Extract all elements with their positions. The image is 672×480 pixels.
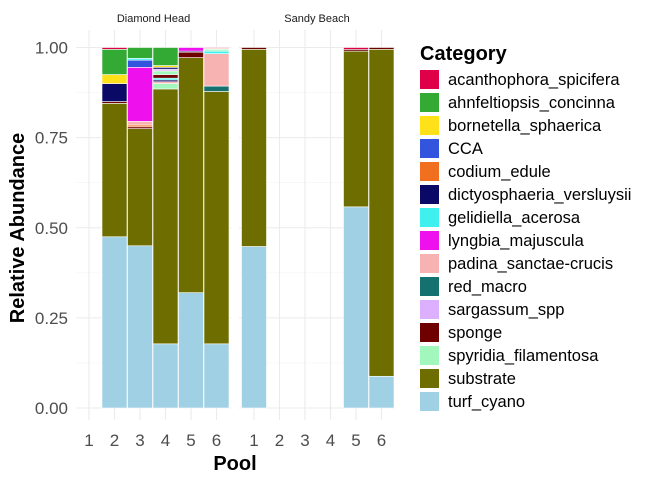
x-tick-label: 6 bbox=[212, 431, 221, 450]
x-tick-label: 6 bbox=[377, 431, 386, 450]
legend: Category acanthophora_spicifera ahnfeltio… bbox=[420, 43, 631, 411]
legend-entry-label: sargassum_spp bbox=[448, 301, 564, 319]
x-tick-label: 2 bbox=[275, 431, 284, 450]
legend-entry-label: lyngbia_majuscula bbox=[448, 232, 585, 250]
legend-key bbox=[420, 300, 439, 319]
bar-segment-spyridia-filamentosa bbox=[152, 83, 179, 90]
x-tick-label: 5 bbox=[351, 431, 360, 450]
facet-strip-label: Diamond Head bbox=[117, 13, 190, 25]
legend-key bbox=[420, 277, 439, 296]
bar-segment-acanthophora-spicifera bbox=[343, 47, 369, 50]
bar-segment-bornetella-sphaerica bbox=[101, 74, 128, 84]
legend-entry-label: substrate bbox=[448, 370, 516, 388]
bar-segment-ahnfeltiopsis-concinna bbox=[127, 47, 153, 59]
legend-entry-label: spyridia_filamentosa bbox=[448, 347, 599, 365]
x-tick-label: 2 bbox=[110, 431, 119, 450]
bar-segment-lyngbia-majuscula bbox=[127, 67, 153, 122]
x-tick-label: 4 bbox=[161, 431, 170, 450]
legend-key bbox=[420, 369, 439, 388]
legend-entry-label: turf_cyano bbox=[448, 393, 525, 411]
bar-segment-acanthophora-spicifera bbox=[203, 47, 230, 49]
x-tick-label: 5 bbox=[186, 431, 195, 450]
legend-entry-label: sponge bbox=[448, 324, 502, 342]
facet-strips: Diamond Head Sandy Beach bbox=[117, 13, 350, 25]
bar-segment-turf-cyano bbox=[178, 292, 204, 409]
bar-segment-substrate bbox=[241, 49, 267, 247]
bar-segment-gelidiella-acerosa bbox=[203, 50, 230, 54]
bar-segment-cca bbox=[127, 59, 153, 68]
x-tick-label: 1 bbox=[84, 431, 93, 450]
legend-entry-label: ahnfeltiopsis_concinna bbox=[448, 94, 616, 112]
bar-segment-sponge bbox=[241, 47, 267, 50]
bar-segment-sponge bbox=[368, 47, 395, 50]
legend-entry-label: acanthophora_spicifera bbox=[448, 71, 620, 89]
bar-segment-spyridia-filamentosa bbox=[152, 70, 179, 75]
bar-segment-ahnfeltiopsis-concinna bbox=[101, 49, 128, 75]
legend-key bbox=[420, 93, 439, 112]
y-tick-label: 0.50 bbox=[35, 219, 68, 238]
bar-segment-turf-cyano bbox=[343, 206, 369, 409]
bar-segment-red-macro bbox=[203, 85, 230, 92]
x-tick-label: 4 bbox=[326, 431, 335, 450]
y-tick-label: 1.00 bbox=[35, 39, 68, 58]
bar-segment-turf-cyano bbox=[101, 236, 128, 409]
y-tick-label: 0.25 bbox=[35, 309, 68, 328]
legend-key bbox=[420, 139, 439, 158]
y-tick-label: 0.00 bbox=[35, 399, 68, 418]
bar-segment-substrate bbox=[127, 128, 153, 247]
legend-entry-label: gelidiella_acerosa bbox=[448, 209, 581, 227]
bar-segment-substrate bbox=[101, 103, 128, 238]
bar-segment-turf-cyano bbox=[241, 246, 267, 409]
legend-key bbox=[420, 323, 439, 342]
legend-key bbox=[420, 392, 439, 411]
facet-strip-label: Sandy Beach bbox=[284, 13, 349, 25]
bar-segment-padina-sanctae-crucis bbox=[203, 53, 230, 87]
x-tick-label: 3 bbox=[135, 431, 144, 450]
legend-entry-label: codium_edule bbox=[448, 163, 551, 181]
bar-segment-turf-cyano bbox=[368, 375, 395, 409]
y-axis-title: Relative Abundance bbox=[7, 133, 29, 323]
legend-entry-label: padina_sanctae-crucis bbox=[448, 255, 613, 273]
bar-segment-substrate bbox=[368, 49, 395, 377]
bar-segment-sponge bbox=[178, 51, 204, 58]
legend-key bbox=[420, 185, 439, 204]
x-tick-label: 3 bbox=[300, 431, 309, 450]
x-tick-label: 1 bbox=[249, 431, 258, 450]
bar-segment-substrate bbox=[343, 50, 369, 208]
legend-entry-label: dictyosphaeria_versluysii bbox=[448, 186, 631, 204]
bar-segment-substrate bbox=[152, 88, 179, 345]
legend-key bbox=[420, 231, 439, 250]
legend-entry-label: red_macro bbox=[448, 278, 527, 296]
bar-segment-substrate bbox=[203, 91, 230, 345]
legend-key bbox=[420, 254, 439, 273]
legend-key bbox=[420, 346, 439, 365]
bar-segment-lyngbia-majuscula bbox=[178, 47, 204, 52]
bar-segment-acanthophora-spicifera bbox=[101, 47, 128, 50]
bar-segment-turf-cyano bbox=[152, 343, 179, 409]
legend-key bbox=[420, 70, 439, 89]
bar-segment-ahnfeltiopsis-concinna bbox=[152, 47, 179, 66]
legend-entry-label: bornetella_sphaerica bbox=[448, 117, 602, 135]
y-tick-label: 0.75 bbox=[35, 129, 68, 148]
bar-segment-substrate bbox=[178, 57, 204, 293]
axes: 1 2 3 4 5 6 1 2 3 4 5 60.000.250.500.751.00 bbox=[35, 39, 386, 451]
bar-segment-turf-cyano bbox=[127, 245, 153, 409]
legend-key bbox=[420, 162, 439, 181]
legend-title: Category bbox=[420, 43, 508, 65]
bars bbox=[101, 47, 395, 409]
bar-segment-padina-sanctae-crucis bbox=[127, 121, 153, 126]
x-axis-title: Pool bbox=[213, 453, 256, 475]
bar-segment-dictyosphaeria-versluysii bbox=[101, 83, 128, 102]
bar-segment-turf-cyano bbox=[203, 343, 230, 409]
legend-entry-label: CCA bbox=[448, 140, 483, 158]
legend-key bbox=[420, 116, 439, 135]
bar-segment-sponge bbox=[152, 74, 179, 79]
legend-key bbox=[420, 208, 439, 227]
